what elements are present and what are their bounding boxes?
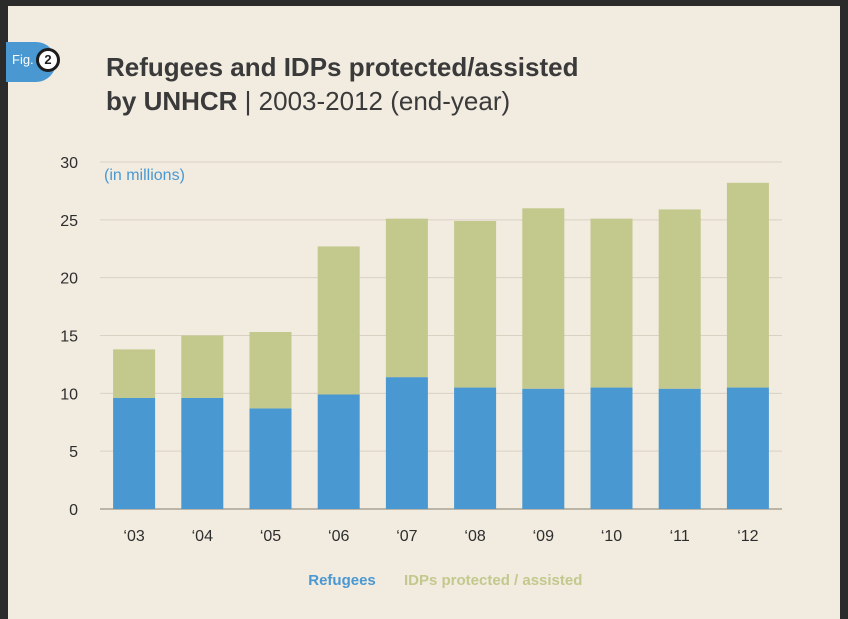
bar-refugees [522,388,565,509]
bar-idps [522,208,565,389]
bar-idps [658,209,701,389]
y-tick-label: 10 [60,386,78,403]
unit-label: (in millions) [104,167,185,184]
x-tick-label: ‘06 [328,528,349,545]
bar-refugees [113,397,156,509]
title-line2: by UNHCR [106,86,238,116]
x-tick-label: ‘09 [533,528,554,545]
bar-refugees [181,397,224,509]
x-tick-label: ‘10 [601,528,622,545]
figure-number: 2 [36,48,60,72]
figure-panel: Fig. 2 Refugees and IDPs protected/assis… [6,6,840,619]
y-tick-label: 15 [60,329,78,346]
chart-title: Refugees and IDPs protected/assisted by … [106,50,578,118]
x-tick-label: ‘11 [670,528,690,545]
bar-idps [249,332,292,409]
bar-idps [385,218,428,378]
y-tick-label: 20 [60,271,78,288]
title-separator: | [237,86,259,116]
bar-refugees [317,394,360,509]
bar-refugees [385,377,428,509]
bar-refugees [249,408,292,509]
bar-idps [590,218,633,388]
y-tick-label: 0 [69,502,78,519]
y-tick-label: 30 [60,155,78,172]
bar-idps [113,349,156,398]
y-tick-label: 25 [60,213,78,230]
bar-idps [726,182,769,388]
title-line1: Refugees and IDPs protected/assisted [106,52,579,82]
legend-refugees: Refugees [308,572,376,589]
x-tick-label: ‘04 [192,528,213,545]
bar-idps [454,220,497,388]
bar-refugees [658,388,701,509]
bar-idps [181,335,224,398]
legend-idps: IDPs protected / assisted [404,572,582,589]
bar-refugees [726,387,769,509]
x-tick-label: ‘12 [737,528,758,545]
y-tick-label: 5 [69,444,78,461]
x-tick-label: ‘08 [464,528,485,545]
bar-refugees [454,387,497,509]
bar-refugees [590,387,633,509]
x-tick-label: ‘03 [123,528,144,545]
title-years: 2003-2012 (end-year) [258,86,511,116]
x-tick-label: ‘05 [260,528,281,545]
figure-badge: Fig. 2 [6,42,60,82]
bar-idps [317,246,360,395]
figure-label: Fig. [12,52,34,67]
x-tick-label: ‘07 [396,528,417,545]
